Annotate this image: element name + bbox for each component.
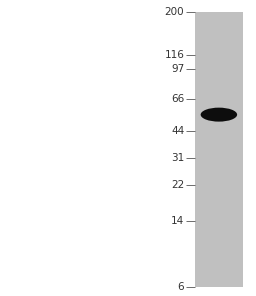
Text: 31: 31 [171, 153, 184, 163]
Ellipse shape [201, 108, 237, 122]
Text: 6: 6 [178, 282, 184, 292]
Bar [195, 12, 243, 287]
Text: 116: 116 [164, 50, 184, 59]
Text: kDa: kDa [159, 0, 184, 1]
Text: 200: 200 [165, 7, 184, 17]
Text: 97: 97 [171, 64, 184, 74]
Text: 66: 66 [171, 94, 184, 104]
Text: 44: 44 [171, 126, 184, 136]
Text: 22: 22 [171, 180, 184, 190]
Text: 14: 14 [171, 215, 184, 226]
